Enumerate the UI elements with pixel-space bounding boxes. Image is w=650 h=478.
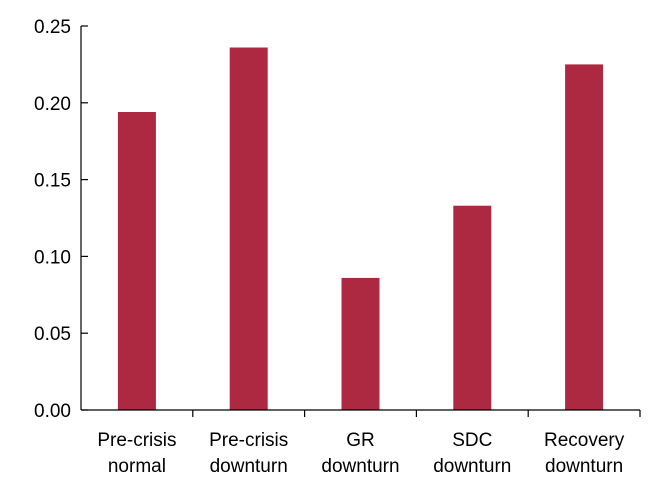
y-tick-label: 0.20 (34, 94, 71, 115)
x-tick-label: GR (346, 430, 375, 451)
bars (117, 47, 604, 411)
y-tick-label: 0.10 (34, 247, 71, 268)
bar (341, 277, 380, 410)
x-tick-label: Pre-crisis (209, 430, 288, 451)
y-axis-ticks: 0.00 0.05 0.10 0.15 0.20 0.25 (34, 17, 88, 422)
x-tick-label: downturn (321, 456, 399, 477)
x-tick-label: Recovery (544, 430, 625, 451)
y-tick-label: 0.00 (34, 401, 71, 422)
y-tick-label: 0.05 (34, 324, 71, 345)
bar (453, 205, 492, 410)
x-tick-label: downturn (545, 456, 623, 477)
bar (117, 112, 156, 411)
x-tick-label: normal (108, 456, 166, 477)
x-tick-label: Pre-crisis (97, 430, 176, 451)
x-tick-label: SDC (452, 430, 492, 451)
x-axis-ticks: Pre-crisis normal Pre-crisis downturn GR down… (97, 410, 641, 477)
y-tick-label: 0.15 (34, 171, 71, 192)
y-tick-label: 0.25 (34, 17, 71, 38)
bar (229, 47, 268, 411)
x-tick-label: downturn (433, 456, 511, 477)
x-tick-label: downturn (210, 456, 288, 477)
bar (565, 64, 604, 411)
